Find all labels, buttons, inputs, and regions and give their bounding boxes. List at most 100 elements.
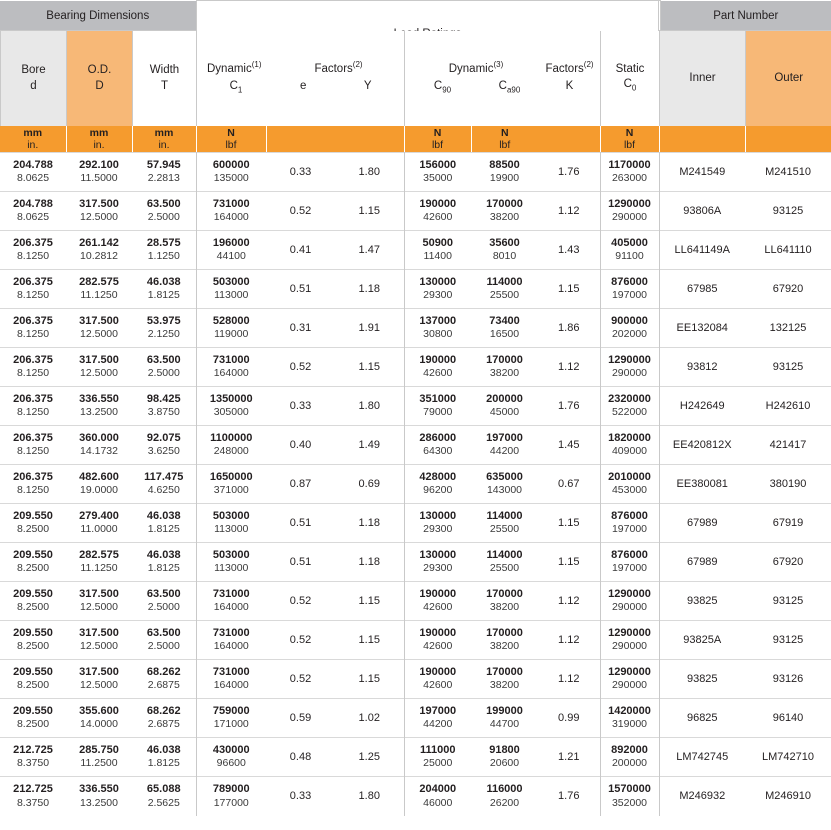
cell-dynamic-ca90-metric: 91800 [489, 743, 520, 756]
cell-factor-y-value: 1.49 [358, 438, 380, 451]
cell-part-inner-value: 93825A [683, 633, 722, 646]
cell-part-inner-value: LM742745 [676, 750, 729, 763]
cell-dynamic-ca90-imperial: 25500 [489, 289, 520, 302]
units-c90-n: N [433, 126, 442, 139]
cell-bore-imperial: 8.1250 [16, 445, 50, 458]
cell-bore: 209.550 8.2500 [0, 581, 66, 621]
cell-dynamic-c1: 759000 171000 [196, 698, 266, 738]
cell-width: 63.500 2.5000 [132, 581, 197, 621]
cell-dynamic-ca90-imperial: 19900 [489, 172, 520, 185]
cell-factor-y-value: 1.80 [358, 789, 380, 802]
cell-factor-y-value: 1.18 [358, 282, 380, 295]
cell-part-outer: 421417 [745, 425, 831, 465]
col-header-width-label: Width [149, 64, 180, 77]
cell-dynamic-c1: 503000 113000 [196, 542, 266, 582]
table-row: 212.725 8.3750 336.550 13.2500 65.088 2.5625 7… [0, 776, 831, 816]
group-header-bearing-dimensions: Bearing Dimensions [0, 0, 197, 31]
cell-dynamic-c90-metric: 190000 [419, 587, 457, 600]
cell-static-c0-imperial: 319000 [611, 718, 648, 731]
cell-factor-e: 0.33 [266, 386, 335, 426]
cell-dynamic-c1-metric: 789000 [212, 783, 250, 796]
cell-width: 63.500 2.5000 [132, 620, 197, 660]
cell-dynamic-ca90: 114000 25500 [471, 503, 538, 543]
cell-width-imperial: 2.5000 [147, 367, 180, 380]
units-c0: N lbf [599, 126, 660, 152]
units-od-mm: mm [89, 126, 109, 139]
cell-factor-y: 0.69 [335, 464, 405, 504]
col-header-bore: Bore d [0, 30, 67, 127]
cell-factor-k-value: 1.21 [558, 750, 580, 763]
cell-dynamic-c1-metric: 503000 [212, 548, 250, 561]
cell-bore-imperial: 8.1250 [16, 250, 50, 263]
cell-dynamic-ca90-imperial: 20600 [489, 757, 520, 770]
cell-part-outer-value: 67920 [772, 555, 804, 568]
cell-factor-k-value: 1.15 [558, 516, 580, 529]
col-header-factors1-title: Factors(2) [314, 60, 363, 76]
cell-bore-imperial: 8.3750 [16, 757, 50, 770]
cell-part-outer-value: 93125 [772, 594, 804, 607]
cell-part-inner-value: H242649 [679, 399, 725, 412]
cell-dynamic-c90-metric: 197000 [419, 704, 457, 717]
cell-bore-imperial: 8.1250 [16, 484, 50, 497]
cell-bore-metric: 209.550 [13, 587, 53, 600]
footnote-3: (3) [493, 60, 504, 70]
cell-od: 282.575 11.1250 [66, 542, 132, 582]
cell-dynamic-c90: 130000 29300 [404, 269, 471, 309]
cell-dynamic-ca90-metric: 199000 [486, 704, 523, 717]
col-header-od-symbol: D [95, 79, 104, 92]
cell-od-metric: 261.142 [79, 236, 119, 249]
cell-od-imperial: 19.0000 [80, 484, 118, 497]
col-header-od: O.D. D [66, 30, 133, 127]
cell-part-outer: 67919 [745, 503, 831, 543]
cell-od-imperial: 12.5000 [80, 367, 118, 380]
cell-od-metric: 282.575 [79, 548, 119, 561]
cell-dynamic-c90-imperial: 42600 [423, 211, 453, 224]
footnote-2a: (2) [352, 60, 363, 70]
cell-part-inner: LM742745 [659, 737, 745, 777]
cell-dynamic-ca90: 73400 16500 [471, 308, 538, 348]
cell-dynamic-c1: 731000 164000 [196, 620, 266, 660]
col-header-static-title: Static [615, 63, 645, 76]
cell-dynamic-c1-imperial: 248000 [213, 445, 249, 458]
cell-width-metric: 117.475 [144, 470, 184, 483]
cell-static-c0-imperial: 290000 [611, 601, 648, 614]
cell-part-inner: 93806A [659, 191, 745, 231]
cell-dynamic-ca90-metric: 114000 [486, 509, 523, 522]
cell-dynamic-c1: 528000 119000 [196, 308, 266, 348]
table-row: 209.550 8.2500 317.500 12.5000 68.262 2.6875 7… [0, 659, 831, 699]
cell-factor-y: 1.80 [335, 386, 405, 426]
cell-factor-k: 1.12 [538, 191, 601, 231]
cell-width-metric: 98.425 [146, 392, 181, 405]
cell-factor-e-value: 0.59 [289, 711, 312, 724]
col-header-factors2-title: Factors(2) [545, 60, 594, 76]
cell-od: 336.550 13.2500 [66, 386, 132, 426]
cell-dynamic-c90-imperial: 42600 [423, 601, 453, 614]
cell-dynamic-c90: 351000 79000 [404, 386, 471, 426]
cell-factor-e-value: 0.40 [289, 438, 312, 451]
cell-dynamic-ca90: 170000 38200 [471, 191, 538, 231]
cell-od-imperial: 11.0000 [80, 523, 118, 536]
cell-dynamic-ca90-imperial: 44200 [489, 445, 520, 458]
units-od: mm in. [65, 126, 133, 152]
cell-width-metric: 63.500 [146, 353, 181, 366]
cell-od: 317.500 12.5000 [66, 308, 132, 348]
table-row: 206.375 8.1250 317.500 12.5000 53.975 2.1250 5… [0, 308, 831, 348]
units-width-mm: mm [154, 126, 174, 139]
table-row: 206.375 8.1250 336.550 13.2500 98.425 3.8750 1… [0, 386, 831, 426]
cell-dynamic-c1-metric: 1650000 [209, 470, 253, 483]
cell-bore-metric: 209.550 [13, 626, 53, 639]
cell-factor-y: 1.15 [335, 347, 405, 387]
cell-width-imperial: 1.8125 [147, 562, 180, 575]
cell-width: 117.475 4.6250 [132, 464, 197, 504]
cell-bore: 206.375 8.1250 [0, 230, 66, 270]
cell-part-inner: 93825A [659, 620, 745, 660]
cell-dynamic-c90: 111000 25000 [404, 737, 471, 777]
cell-static-c0-metric: 405000 [611, 236, 648, 249]
col-header-dynamic3-group: Dynamic(3) Factors(2) C90 Ca90 K [404, 30, 601, 127]
cell-part-outer-value: 132125 [769, 321, 807, 334]
cell-dynamic-c90-metric: 130000 [419, 509, 457, 522]
cell-factor-k-value: 1.86 [558, 321, 580, 334]
cell-dynamic-ca90: 197000 44200 [471, 425, 538, 465]
cell-bore-metric: 206.375 [13, 275, 53, 288]
cell-od-imperial: 11.2500 [80, 757, 118, 770]
